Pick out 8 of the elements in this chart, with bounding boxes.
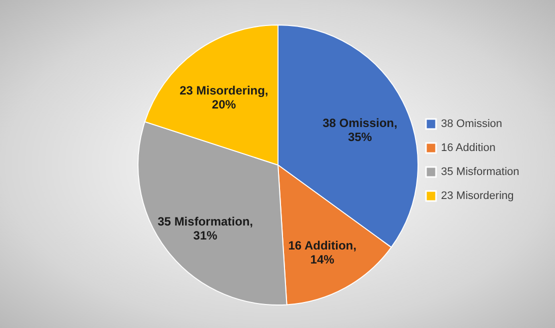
data-label: 23 Misordering, 20% [180,84,268,112]
legend-label: 23 Misordering [441,190,514,202]
data-label: 16 Addition, 14% [288,238,356,267]
data-label: 35 Misformation, 31% [158,214,253,242]
legend-label: 38 Omission [441,118,502,130]
legend-label: 35 Misformation [441,166,520,178]
legend-label: 16 Addition [441,142,496,154]
data-label: 38 Omission, 35% [322,116,398,144]
